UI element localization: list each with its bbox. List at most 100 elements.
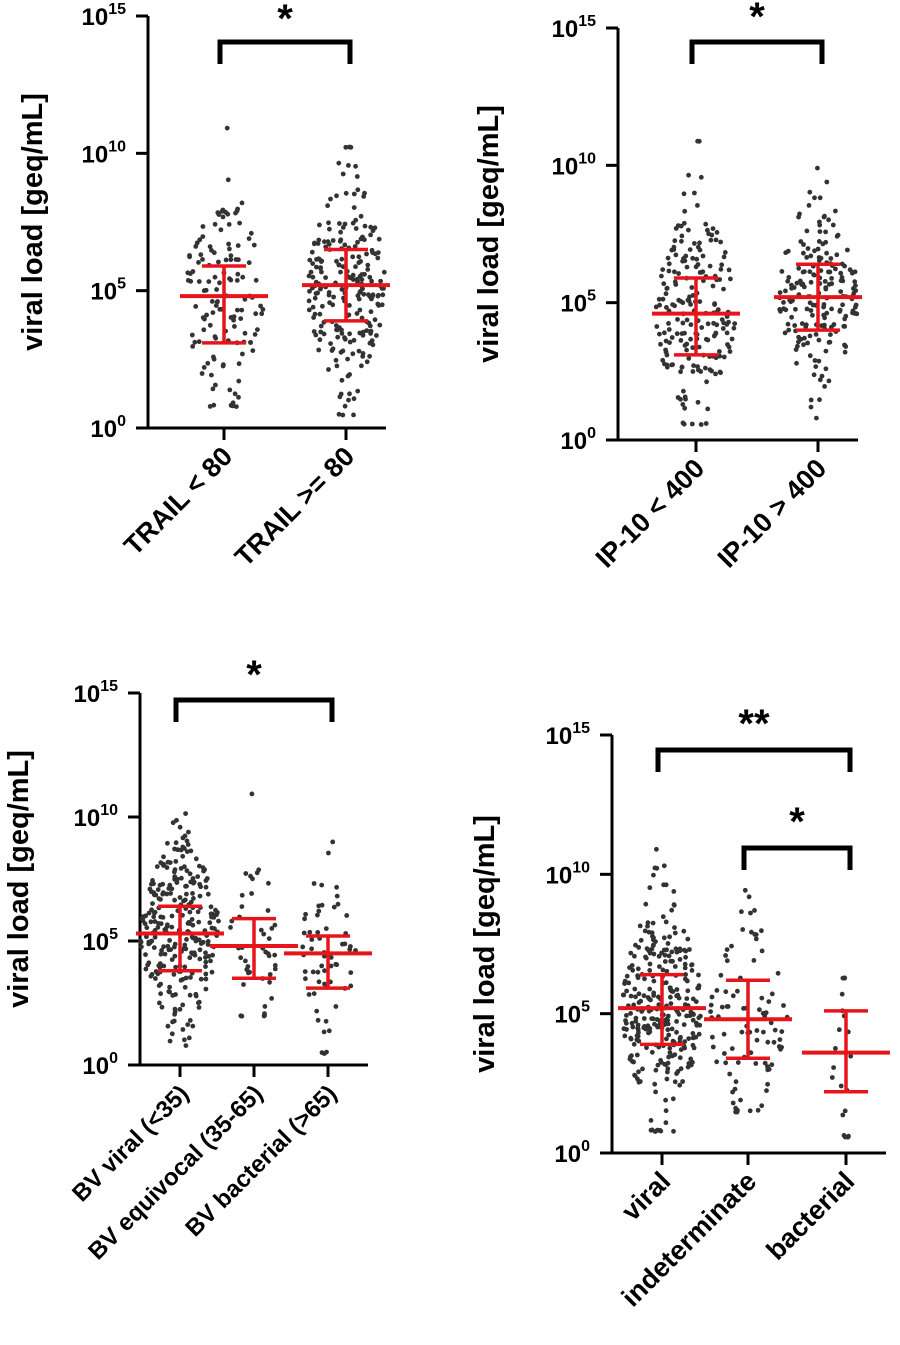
data-point	[697, 240, 702, 246]
data-point	[258, 927, 264, 933]
data-point	[648, 1118, 654, 1123]
data-point	[624, 1013, 629, 1018]
data-point	[807, 333, 813, 339]
data-point	[223, 257, 229, 263]
data-point	[751, 958, 757, 963]
data-point	[645, 920, 651, 926]
data-point	[631, 1041, 637, 1047]
data-point	[664, 1076, 670, 1082]
data-point	[656, 296, 662, 302]
data-point	[669, 907, 675, 913]
data-point	[241, 982, 246, 987]
data-point	[318, 265, 323, 271]
data-point	[321, 1051, 327, 1056]
data-point	[714, 1059, 720, 1065]
data-point	[335, 901, 341, 907]
data-point	[167, 1038, 173, 1044]
data-point	[185, 842, 191, 847]
data-point	[705, 406, 711, 412]
data-point	[206, 953, 212, 959]
data-point	[681, 388, 686, 394]
y-tick-exponent: 0	[587, 425, 596, 442]
y-tick-base: 10	[560, 428, 587, 455]
data-point	[151, 945, 157, 950]
data-point	[652, 1021, 657, 1027]
data-point	[197, 863, 202, 869]
data-point	[656, 1002, 662, 1008]
y-tick-exponent: 0	[109, 1050, 118, 1067]
data-point	[694, 256, 700, 262]
data-point	[667, 934, 672, 940]
data-point	[622, 981, 627, 986]
y-tick-exponent: 5	[109, 926, 118, 943]
data-point	[678, 1034, 683, 1040]
data-point	[266, 936, 272, 941]
data-point	[833, 1046, 838, 1051]
data-point	[853, 302, 859, 308]
data-point	[842, 316, 848, 322]
data-point	[218, 227, 224, 233]
data-point	[638, 998, 644, 1004]
data-point	[149, 907, 155, 913]
data-point	[200, 224, 206, 229]
data-point	[364, 251, 369, 257]
data-point	[682, 1045, 687, 1051]
data-point	[842, 349, 848, 355]
data-point	[726, 344, 732, 350]
data-point	[368, 328, 374, 334]
data-point	[380, 292, 386, 298]
data-point	[326, 1028, 332, 1034]
data-point	[681, 191, 687, 197]
data-point	[779, 1029, 785, 1034]
data-point	[696, 1031, 702, 1037]
data-point	[685, 936, 691, 942]
data-point	[798, 239, 804, 244]
data-point	[682, 405, 688, 411]
data-point	[250, 876, 255, 882]
data-point	[752, 932, 758, 937]
data-point	[158, 991, 164, 997]
data-point	[358, 213, 364, 219]
data-point	[682, 965, 688, 971]
data-point	[191, 896, 196, 901]
data-point	[203, 964, 208, 969]
data-point	[729, 336, 735, 342]
y-tick-exponent: 5	[587, 288, 596, 305]
data-point	[673, 252, 679, 258]
data-point	[171, 972, 177, 977]
data-point	[269, 926, 275, 931]
data-point	[812, 358, 818, 363]
data-point	[661, 863, 667, 869]
data-point	[205, 939, 211, 944]
data-point	[635, 1022, 641, 1028]
data-point	[190, 876, 196, 881]
data-point	[724, 958, 730, 964]
data-point	[722, 1051, 727, 1056]
data-point	[381, 269, 387, 275]
data-point	[804, 228, 810, 234]
data-point	[636, 1038, 642, 1044]
data-point	[172, 846, 178, 852]
data-point	[674, 1029, 679, 1035]
data-point	[708, 237, 714, 243]
data-point	[239, 892, 245, 898]
y-tick-label: 105	[554, 999, 590, 1029]
data-point	[152, 919, 158, 924]
data-point	[245, 964, 251, 969]
data-point	[795, 343, 800, 349]
data-point	[651, 935, 656, 941]
data-point	[330, 346, 336, 352]
data-point	[845, 1134, 851, 1140]
data-point	[781, 1003, 786, 1008]
data-point	[143, 952, 148, 957]
data-point	[184, 937, 189, 942]
data-point	[672, 303, 677, 309]
data-point	[161, 963, 167, 969]
data-point	[691, 1012, 696, 1017]
data-point	[235, 307, 240, 313]
data-point	[765, 1081, 770, 1087]
data-point	[661, 935, 667, 941]
data-point	[637, 923, 643, 929]
data-point	[703, 336, 709, 342]
data-point	[211, 250, 217, 256]
